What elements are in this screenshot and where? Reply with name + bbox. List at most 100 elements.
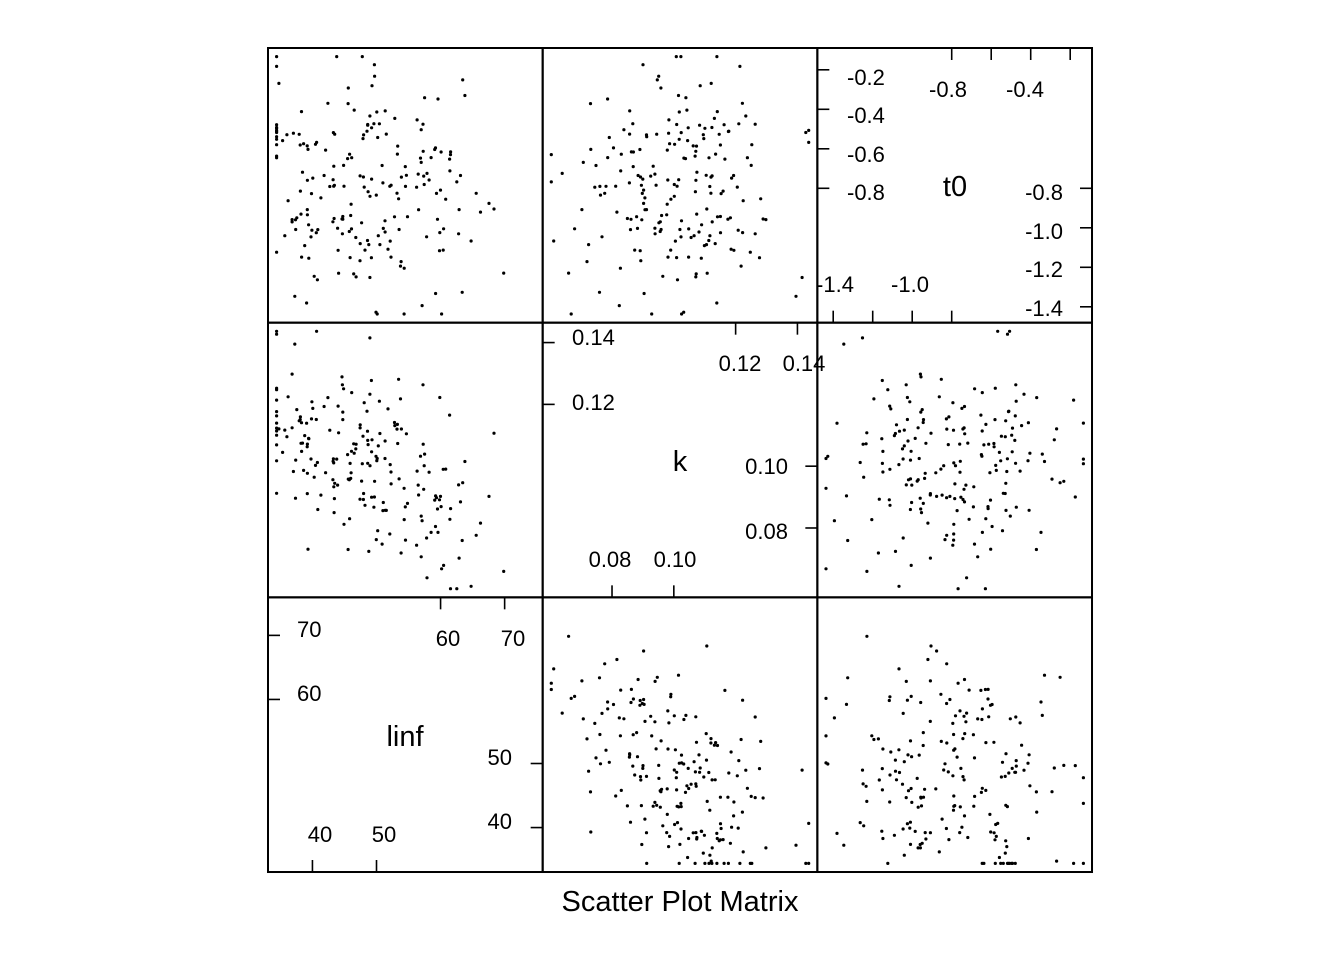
scatter-point bbox=[361, 175, 365, 179]
scatter-point bbox=[275, 123, 279, 127]
scatter-point bbox=[1004, 481, 1008, 485]
panel-frame bbox=[541, 47, 819, 324]
scatter-point bbox=[368, 194, 372, 198]
scatter-point bbox=[729, 247, 733, 251]
scatter-point bbox=[395, 427, 399, 431]
scatter-point bbox=[665, 787, 669, 791]
scatter-point bbox=[673, 239, 678, 243]
scatter-point bbox=[675, 804, 679, 808]
scatter-point bbox=[293, 496, 298, 500]
scatter-point bbox=[944, 826, 949, 831]
scatter-point bbox=[694, 144, 699, 148]
scatter-point bbox=[713, 778, 717, 782]
scatter-point bbox=[916, 426, 920, 430]
scatter-point bbox=[655, 78, 659, 82]
scatter-point bbox=[440, 567, 444, 571]
scatter-point bbox=[955, 509, 959, 513]
scatter-point bbox=[378, 431, 382, 436]
scatter-point bbox=[1004, 752, 1008, 756]
scatter-point bbox=[331, 178, 335, 182]
scatter-point bbox=[901, 457, 905, 461]
scatter-point bbox=[962, 714, 966, 718]
tick-label-k-top-014: 0.14 bbox=[783, 351, 826, 376]
scatter-point bbox=[880, 437, 884, 441]
scatter-point bbox=[1052, 438, 1056, 442]
scatter-point bbox=[625, 216, 630, 221]
scatter-point bbox=[704, 758, 709, 762]
scatter-point bbox=[961, 737, 965, 741]
scatter-point bbox=[980, 391, 984, 395]
scatter-point bbox=[965, 711, 969, 715]
scatter-point bbox=[315, 329, 319, 333]
panel-t0-vs-k bbox=[549, 55, 811, 316]
scatter-point bbox=[422, 182, 426, 187]
scatter-point bbox=[305, 144, 309, 148]
scatter-point bbox=[736, 228, 740, 232]
scatter-point bbox=[425, 235, 429, 239]
scatter-point bbox=[1005, 457, 1010, 461]
scatter-point bbox=[952, 748, 956, 752]
scatter-point bbox=[365, 409, 369, 413]
scatter-point bbox=[641, 764, 645, 768]
scatter-point bbox=[358, 174, 362, 178]
scatter-point bbox=[398, 264, 403, 268]
scatter-point bbox=[945, 427, 949, 431]
scatter-point bbox=[593, 721, 597, 726]
scatter-point bbox=[549, 153, 553, 157]
scatter-point bbox=[888, 503, 892, 507]
scatter-point bbox=[870, 518, 874, 522]
scatter-point bbox=[944, 417, 949, 421]
scatter-point bbox=[436, 97, 440, 101]
scatter-point bbox=[858, 821, 862, 825]
scatter-point bbox=[657, 221, 661, 225]
scatter-point bbox=[986, 697, 990, 701]
scatter-point bbox=[358, 426, 362, 430]
scatter-point bbox=[963, 432, 967, 436]
scatter-point bbox=[661, 274, 665, 278]
scatter-point bbox=[348, 461, 352, 465]
scatter-point bbox=[877, 497, 881, 501]
scatter-point bbox=[862, 475, 866, 479]
scatter-point bbox=[346, 453, 350, 457]
scatter-point bbox=[679, 55, 683, 59]
scatter-point bbox=[661, 824, 665, 828]
scatter-point bbox=[603, 191, 607, 195]
scatter-point bbox=[319, 493, 323, 497]
scatter-point bbox=[887, 498, 891, 502]
scatter-point bbox=[455, 180, 459, 184]
scatter-point bbox=[392, 215, 397, 219]
scatter-point bbox=[358, 497, 362, 501]
tick-label-k-right-010: 0.10 bbox=[745, 454, 788, 479]
scatter-point bbox=[275, 426, 279, 430]
scatter-point bbox=[928, 719, 932, 724]
scatter-point bbox=[738, 64, 742, 68]
scatter-point bbox=[709, 741, 713, 745]
scatter-point bbox=[438, 231, 442, 235]
scatter-point bbox=[946, 443, 950, 447]
scatter-point bbox=[653, 679, 657, 684]
scatter-point bbox=[383, 439, 387, 443]
scatter-point bbox=[904, 383, 908, 387]
scatter-point bbox=[340, 383, 344, 387]
scatter-point bbox=[607, 760, 611, 764]
scatter-point bbox=[908, 507, 913, 512]
scatter-point bbox=[709, 191, 713, 195]
scatter-point bbox=[942, 464, 946, 468]
scatter-point bbox=[316, 507, 320, 512]
scatter-point bbox=[388, 463, 392, 467]
scatter-point bbox=[952, 522, 956, 526]
scatter-point bbox=[433, 147, 437, 152]
scatter-point bbox=[598, 732, 602, 737]
scatter-point bbox=[910, 755, 914, 759]
scatter-point bbox=[384, 132, 388, 136]
scatter-point bbox=[860, 336, 865, 340]
scatter-point bbox=[732, 800, 736, 804]
scatter-point bbox=[660, 213, 664, 218]
scatter-point bbox=[718, 143, 723, 147]
scatter-point bbox=[919, 796, 923, 800]
scatter-point bbox=[281, 450, 285, 454]
scatter-point bbox=[1050, 790, 1054, 794]
scatter-point bbox=[984, 741, 988, 745]
scatter-point bbox=[638, 147, 642, 152]
scatter-point bbox=[389, 255, 393, 259]
